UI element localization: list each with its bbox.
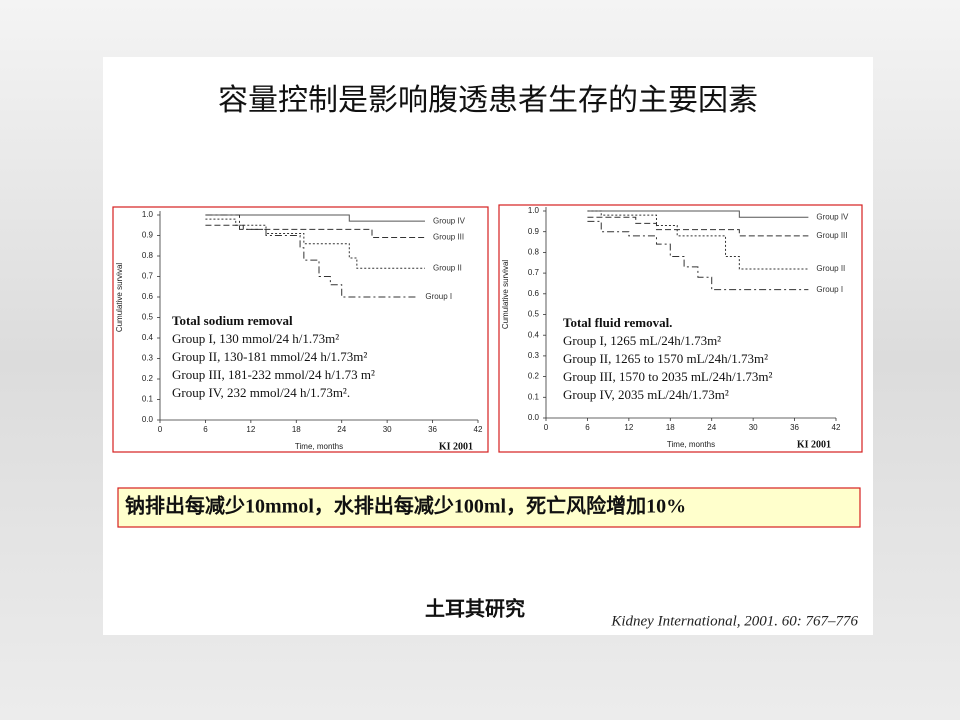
study-label: 土耳其研究 (425, 597, 525, 621)
y-axis-label: Cumulative survival (501, 260, 510, 330)
survival-curve (587, 210, 809, 218)
survival-curve (587, 210, 809, 270)
annotation-title: Total sodium removal (172, 313, 293, 328)
x-tick-label: 0 (158, 425, 163, 434)
x-tick-label: 42 (474, 425, 483, 434)
x-tick-label: 42 (832, 423, 841, 432)
y-tick-label: 0.4 (142, 333, 154, 342)
y-tick-label: 0.3 (528, 351, 540, 360)
x-tick-label: 24 (337, 425, 346, 434)
chart-frame (112, 206, 489, 453)
y-tick-label: 0.7 (142, 272, 154, 281)
y-tick-label: 0.7 (528, 268, 540, 277)
y-tick-label: 0.8 (142, 251, 154, 260)
annotation-title: Total fluid removal. (563, 315, 672, 330)
charts: 0.0 0.1 0.2 0.3 0.4 0.5 0.6 0.7 0.8 0.9 1.0 0 6 12 18 2… (115, 206, 849, 452)
x-tick-label: 30 (749, 423, 758, 432)
x-tick-label: 18 (292, 425, 301, 434)
survival-curve (205, 214, 418, 298)
survival-curve (205, 218, 425, 269)
annotation-line: Group I, 1265 mL/24h/1.73m² (563, 333, 721, 348)
series-label: Group IV (816, 212, 849, 221)
y-tick-label: 0.9 (528, 227, 540, 236)
y-tick-label: 0.9 (142, 231, 154, 240)
x-tick-label: 36 (428, 425, 437, 434)
survival-curve (205, 214, 425, 222)
y-tick-label: 0.2 (528, 372, 540, 381)
y-axis-label: Cumulative survival (115, 263, 124, 333)
series-label: Group II (816, 264, 845, 273)
y-tick-label: 0.1 (528, 392, 540, 401)
series-label: Group III (433, 233, 464, 242)
highlight-text: 钠排出每减少10mmol，水排出每减少100ml，死亡风险增加10% (125, 494, 686, 518)
y-tick-label: 0.0 (528, 413, 540, 422)
source-tag: KI 2001 (797, 439, 831, 450)
x-tick-label: 12 (246, 425, 255, 434)
y-tick-label: 1.0 (142, 210, 154, 219)
x-axis-label: Time, months (667, 440, 715, 449)
y-tick-label: 0.4 (528, 330, 540, 339)
series-label: Group I (816, 285, 843, 294)
annotation-line: Group IV, 2035 mL/24h/1.73m² (563, 387, 729, 402)
y-tick-label: 0.6 (142, 292, 154, 301)
annotation-line: Group II, 1265 to 1570 mL/24h/1.73m² (563, 351, 768, 366)
series-label: Group I (425, 292, 452, 301)
x-tick-label: 6 (203, 425, 208, 434)
x-tick-label: 24 (707, 423, 716, 432)
annotation-line: Group I, 130 mmol/24 h/1.73m² (172, 331, 339, 346)
survival-curve (587, 220, 809, 291)
y-tick-label: 0.0 (142, 415, 154, 424)
x-tick-label: 36 (790, 423, 799, 432)
survival-curve (587, 216, 809, 237)
x-tick-label: 30 (383, 425, 392, 434)
y-tick-label: 0.2 (142, 374, 154, 383)
y-tick-label: 0.8 (528, 248, 540, 257)
y-tick-label: 1.0 (528, 206, 540, 215)
x-tick-label: 18 (666, 423, 675, 432)
y-tick-label: 0.5 (142, 313, 154, 322)
x-tick-label: 6 (585, 423, 590, 432)
y-tick-label: 0.1 (142, 395, 154, 404)
chart-frame (498, 204, 863, 453)
annotation-line: Group II, 130-181 mmol/24 h/1.73m² (172, 349, 367, 364)
highlight-box (117, 487, 861, 528)
annotation-line: Group III, 181-232 mmol/24 h/1.73 m² (172, 367, 375, 382)
slide-title: 容量控制是影响腹透患者生存的主要因素 (218, 84, 758, 117)
annotation-line: Group IV, 232 mmol/24 h/1.73m². (172, 385, 350, 400)
y-tick-label: 0.6 (528, 289, 540, 298)
y-tick-label: 0.5 (528, 310, 540, 319)
x-tick-label: 12 (624, 423, 633, 432)
x-tick-label: 0 (544, 423, 549, 432)
series-label: Group IV (433, 216, 466, 225)
series-label: Group II (433, 263, 462, 272)
source-tag: KI 2001 (439, 441, 473, 452)
citation: Kidney International, 2001. 60: 767–776 (610, 613, 858, 629)
series-label: Group III (816, 231, 847, 240)
x-axis-label: Time, months (295, 442, 343, 451)
annotation-line: Group III, 1570 to 2035 mL/24h/1.73m² (563, 369, 772, 384)
y-tick-label: 0.3 (142, 354, 154, 363)
